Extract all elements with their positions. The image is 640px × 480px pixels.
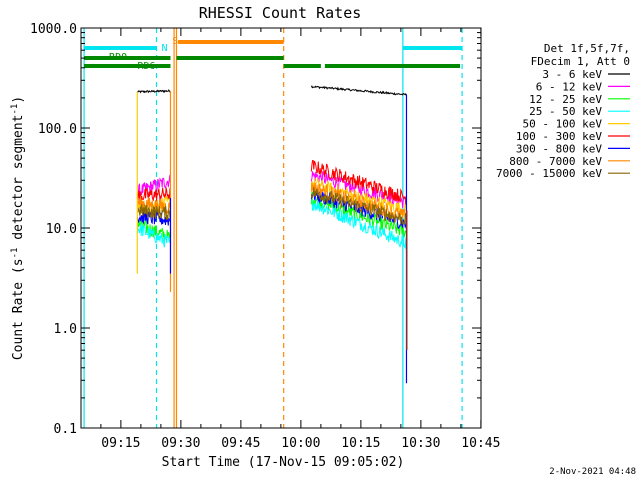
y-axis-label-sup: -1 <box>10 248 20 259</box>
flag-label-1: S <box>172 36 178 47</box>
x-tick-label-1: 09:30 <box>161 436 200 451</box>
legend-label-1: 6 - 12 keV <box>536 80 603 93</box>
legend-label-3: 25 - 50 keV <box>529 105 602 118</box>
legend-header-line-2: FDecim 1, Att 0 <box>531 55 630 68</box>
axes: 09:15 09:30 09:45 10:00 10:15 10:30 10:45 0.1 1.… <box>30 22 500 451</box>
x-tick-label-5: 10:30 <box>401 436 440 451</box>
series-3-segment-1 <box>310 197 407 250</box>
y-axis-label-close: ) <box>11 96 26 104</box>
series-5-segment-0 <box>136 187 171 202</box>
series-8-segment-1 <box>310 187 407 225</box>
y-tick-label-4: 1000.0 <box>30 22 77 37</box>
flag-label-3: RD0 <box>109 52 127 63</box>
legend-label-5: 100 - 300 keV <box>516 130 602 143</box>
timestamp: 2-Nov-2021 04:48 <box>549 467 636 477</box>
legend-label-0: 3 - 6 keV <box>542 68 602 81</box>
series-1-segment-0 <box>136 174 171 199</box>
x-tick-label-0: 09:15 <box>101 436 140 451</box>
series-5-segment-1 <box>310 159 407 205</box>
legend-label-4: 50 - 100 keV <box>523 118 603 131</box>
series-0-segment-0 <box>136 89 171 94</box>
y-tick-label-1: 1.0 <box>54 322 77 337</box>
y-axis-label-sup2: -1 <box>10 104 20 115</box>
series-1-segment-1 <box>310 171 407 208</box>
x-tick-label-6: 10:45 <box>461 436 500 451</box>
legend-label-7: 800 - 7000 keV <box>509 155 602 168</box>
legend-header-line-1: Det 1f,5f,7f, <box>544 42 630 55</box>
series-3-segment-0 <box>136 223 171 248</box>
legend-label-6: 300 - 800 keV <box>516 142 602 155</box>
x-tick-label-3: 10:00 <box>281 436 320 451</box>
flag-label-2: N <box>161 43 167 54</box>
y-axis-label-tail: detector segment <box>11 115 26 248</box>
y-tick-label-0: 0.1 <box>54 422 77 437</box>
legend-label-2: 12 - 25 keV <box>529 93 602 106</box>
series-8-segment-0 <box>137 204 171 220</box>
y-axis-label: Count Rate (s-1 detector segment-1) <box>10 96 26 360</box>
flag-label-4: RD6 <box>137 61 155 72</box>
legend-label-8: 7000 - 15000 keV <box>496 167 602 180</box>
y-tick-label-2: 10.0 <box>46 222 77 237</box>
x-axis-label: Start Time (17-Nov-15 09:05:02) <box>162 455 405 470</box>
x-tick-label-4: 10:15 <box>341 436 380 451</box>
x-tick-label-2: 09:45 <box>221 436 260 451</box>
y-axis-label-main: Count Rate (s <box>11 258 26 360</box>
series-0-segment-1 <box>310 85 407 96</box>
legend: Det 1f,5f,7f, FDecim 1, Att 0 3 - 6 keV6… <box>496 42 630 180</box>
plot-area: SN RD0 RD6 <box>83 28 463 428</box>
y-tick-label-3: 100.0 <box>38 122 77 137</box>
chart-title: RHESSI Count Rates <box>199 4 362 22</box>
